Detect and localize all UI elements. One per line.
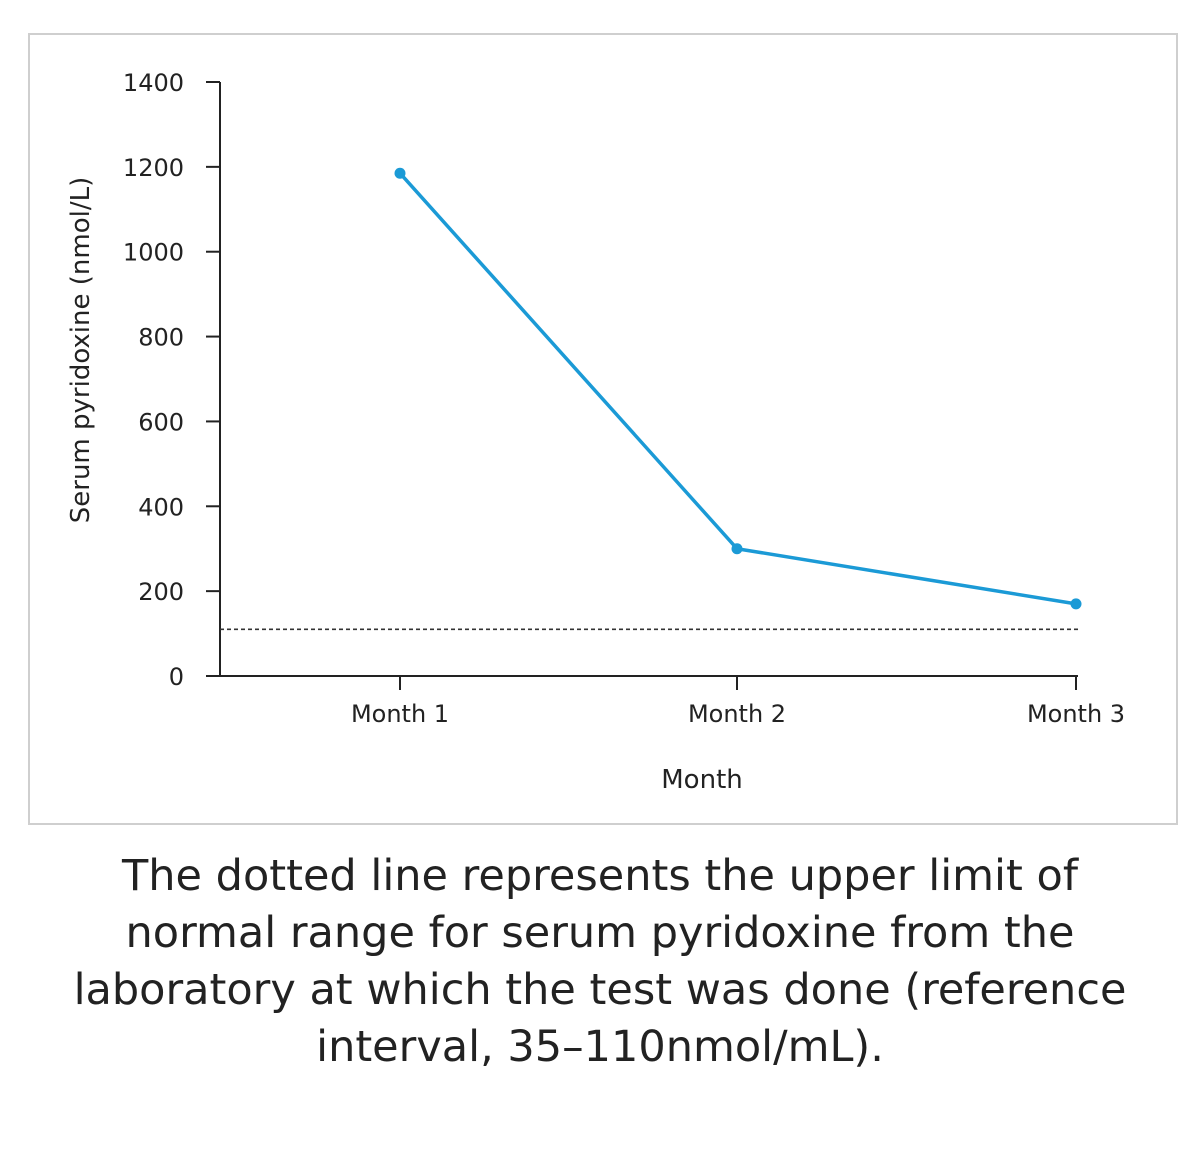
y-tick-label: 400 bbox=[138, 493, 184, 521]
y-tick-label: 1000 bbox=[123, 239, 184, 267]
y-axis: 0 200 400 600 800 1000 1200 1400 bbox=[123, 69, 221, 691]
y-tick-label: 1200 bbox=[123, 154, 184, 182]
y-tick-label: 600 bbox=[138, 408, 184, 436]
x-tick-label: Month 2 bbox=[688, 700, 786, 728]
y-tick-label: 1400 bbox=[123, 69, 184, 97]
y-axis-title: Serum pyridoxine (nmol/L) bbox=[66, 177, 96, 524]
line-chart: 0 200 400 600 800 1000 1200 1400 Month 1 Month 2… bbox=[66, 69, 1125, 795]
series-group bbox=[394, 167, 1082, 610]
y-tick-label: 800 bbox=[138, 324, 184, 352]
series-line bbox=[398, 172, 1077, 606]
figure-caption: The dotted line represents the upper lim… bbox=[73, 851, 1127, 1072]
data-point bbox=[394, 167, 406, 179]
data-point bbox=[731, 543, 743, 555]
y-tick-label: 0 bbox=[169, 663, 184, 691]
x-tick-label: Month 3 bbox=[1027, 700, 1125, 728]
data-point bbox=[1070, 598, 1082, 610]
y-tick-label: 200 bbox=[138, 578, 184, 606]
x-axis-title: Month bbox=[661, 765, 743, 795]
x-tick-label: Month 1 bbox=[351, 700, 449, 728]
x-axis: Month 1 Month 2 Month 3 bbox=[220, 675, 1125, 728]
